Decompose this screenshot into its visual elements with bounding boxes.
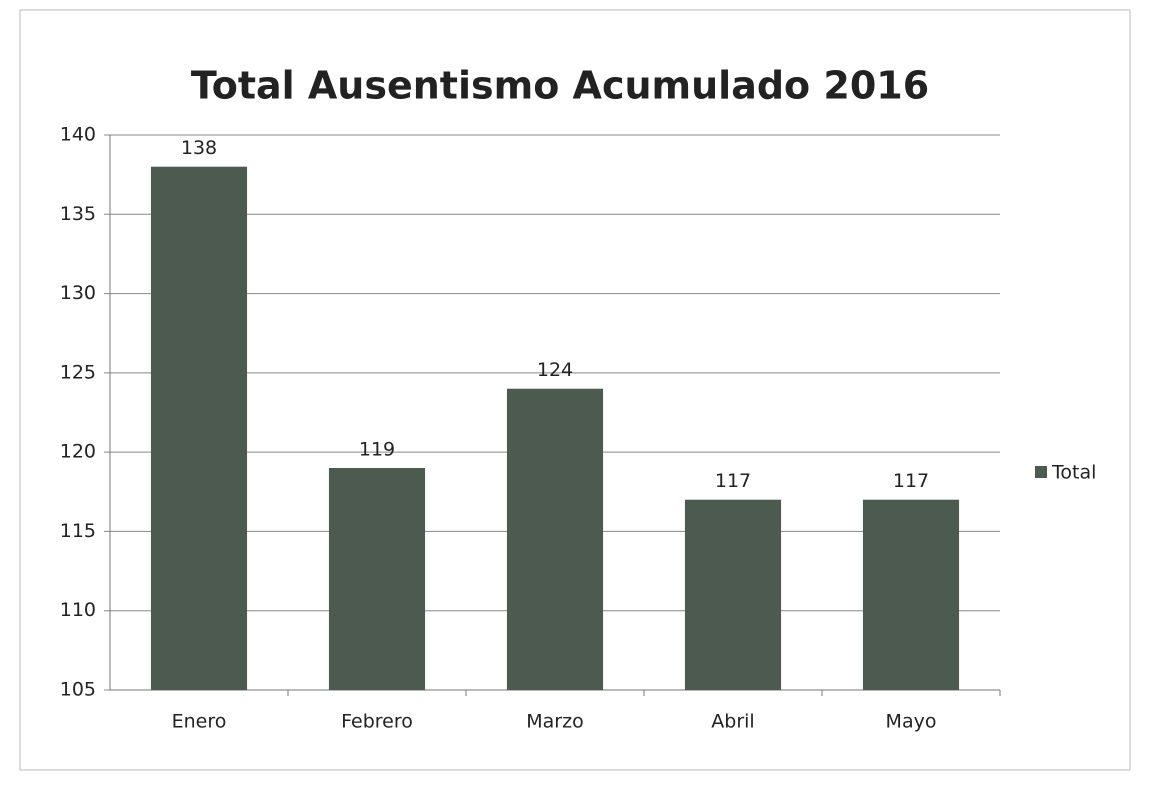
legend-label: Total xyxy=(1051,462,1096,484)
x-tick-label: Enero xyxy=(172,711,227,733)
x-tick-label: Febrero xyxy=(341,711,413,733)
y-tick-label: 115 xyxy=(60,520,96,542)
y-tick-label: 105 xyxy=(60,679,96,701)
y-tick-label: 135 xyxy=(60,203,96,225)
data-label: 117 xyxy=(715,470,751,492)
bar xyxy=(150,166,248,690)
data-label: 138 xyxy=(181,137,217,159)
data-label: 124 xyxy=(537,359,573,381)
y-tick-label: 140 xyxy=(60,124,96,146)
data-label: 119 xyxy=(359,439,395,461)
y-tick-label: 120 xyxy=(60,441,96,463)
x-tick-label: Abril xyxy=(711,711,754,733)
bar xyxy=(328,468,426,690)
chart-title: Total Ausentismo Acumulado 2016 xyxy=(191,64,929,108)
x-tick-label: Marzo xyxy=(526,711,583,733)
y-tick-label: 125 xyxy=(60,361,96,383)
data-label: 117 xyxy=(893,470,929,492)
bar xyxy=(862,499,960,690)
bar xyxy=(684,499,782,690)
x-tick-label: Mayo xyxy=(886,711,937,733)
y-tick-label: 110 xyxy=(60,599,96,621)
y-tick-label: 130 xyxy=(60,282,96,304)
bar xyxy=(506,388,604,690)
legend-swatch xyxy=(1035,466,1047,478)
